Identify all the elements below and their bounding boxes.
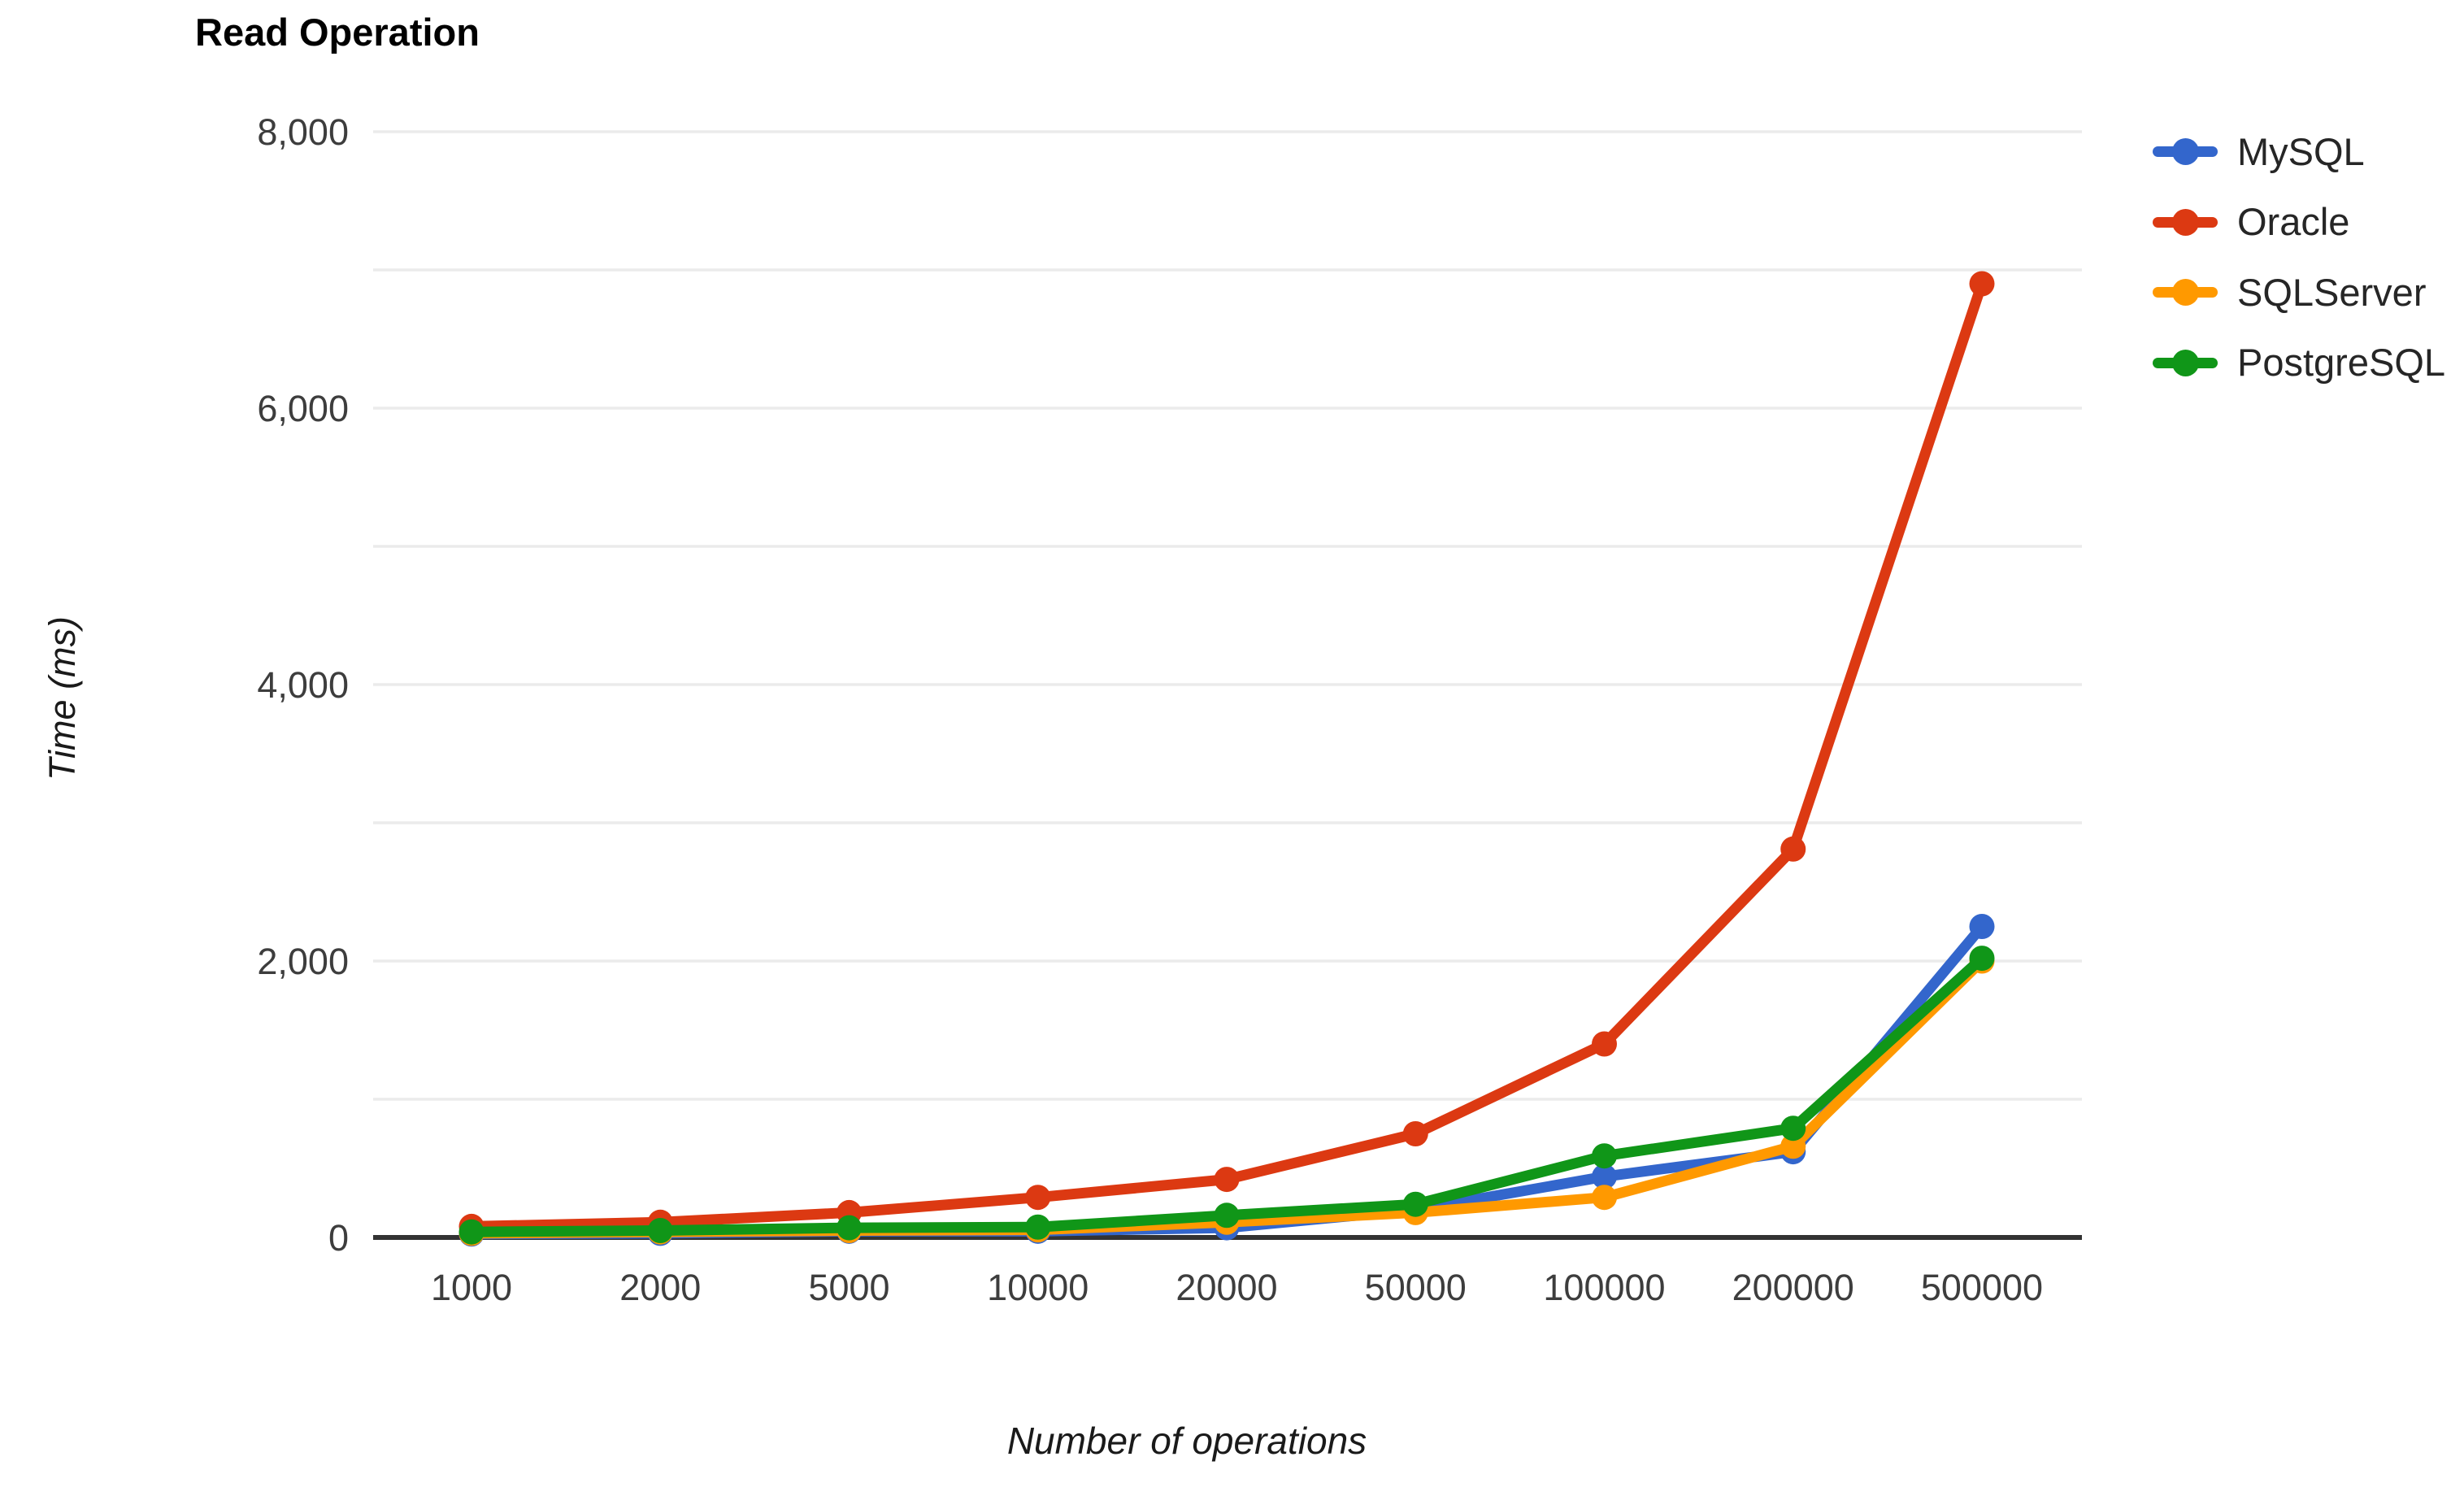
data-point-postgresql xyxy=(1969,946,1995,972)
x-tick-label: 10000 xyxy=(987,1267,1089,1308)
y-tick-label: 8,000 xyxy=(257,111,349,153)
x-tick-label: 100000 xyxy=(1543,1267,1666,1308)
data-point-postgresql xyxy=(458,1219,485,1245)
legend-item-postgresql: PostgreSQL xyxy=(2153,338,2445,387)
legend-marker-icon xyxy=(2153,338,2218,387)
x-tick-label: 5000 xyxy=(808,1267,890,1308)
legend-label: Oracle xyxy=(2237,200,2350,243)
x-tick-label: 500000 xyxy=(1920,1267,2044,1308)
legend-label: SQLServer xyxy=(2237,270,2427,314)
data-point-postgresql xyxy=(1780,1115,1806,1142)
data-point-postgresql xyxy=(1592,1143,1617,1169)
data-point-oracle xyxy=(1025,1185,1051,1211)
data-point-postgresql xyxy=(1025,1214,1051,1240)
x-tick-label: 2000 xyxy=(619,1267,702,1308)
data-point-sqlserver xyxy=(1592,1185,1617,1211)
legend-marker-icon xyxy=(2153,267,2218,316)
legend-item-sqlserver: SQLServer xyxy=(2153,267,2426,316)
data-point-postgresql xyxy=(1214,1202,1240,1229)
data-point-mysql xyxy=(1592,1163,1617,1189)
y-tick-label: 0 xyxy=(328,1217,349,1259)
x-axis-title: Number of operations xyxy=(1006,1420,1367,1462)
data-point-oracle xyxy=(1969,271,1995,297)
data-point-oracle xyxy=(1780,836,1806,862)
chart-title: Read Operation xyxy=(195,11,480,54)
x-tick-label: 20000 xyxy=(1176,1267,1278,1308)
data-point-postgresql xyxy=(1402,1191,1428,1217)
y-tick-label: 2,000 xyxy=(257,941,349,982)
y-tick-label: 6,000 xyxy=(257,388,349,429)
series-line-sqlserver xyxy=(466,955,1988,1239)
data-point-postgresql xyxy=(837,1215,862,1241)
legend-item-mysql: MySQL xyxy=(2153,127,2365,176)
legend-marker-icon xyxy=(2153,127,2218,176)
data-point-oracle xyxy=(1402,1121,1428,1146)
y-axis-title: Time (ms) xyxy=(41,615,83,781)
legend-item-oracle: Oracle xyxy=(2153,198,2349,246)
y-tick-label: 4,000 xyxy=(257,664,349,706)
data-point-oracle xyxy=(1214,1167,1240,1193)
data-point-sqlserver xyxy=(1780,1133,1806,1159)
legend-label: MySQL xyxy=(2237,129,2365,173)
series-line-oracle xyxy=(466,278,1988,1232)
x-tick-label: 1000 xyxy=(430,1267,513,1308)
x-tick-label: 200000 xyxy=(1732,1267,1854,1308)
x-tick-label: 50000 xyxy=(1364,1267,1467,1308)
legend-marker-icon xyxy=(2153,198,2218,246)
data-point-mysql xyxy=(1969,914,1995,939)
data-point-postgresql xyxy=(647,1218,673,1243)
data-point-oracle xyxy=(1592,1031,1617,1057)
legend-label: PostgreSQL xyxy=(2237,341,2446,384)
